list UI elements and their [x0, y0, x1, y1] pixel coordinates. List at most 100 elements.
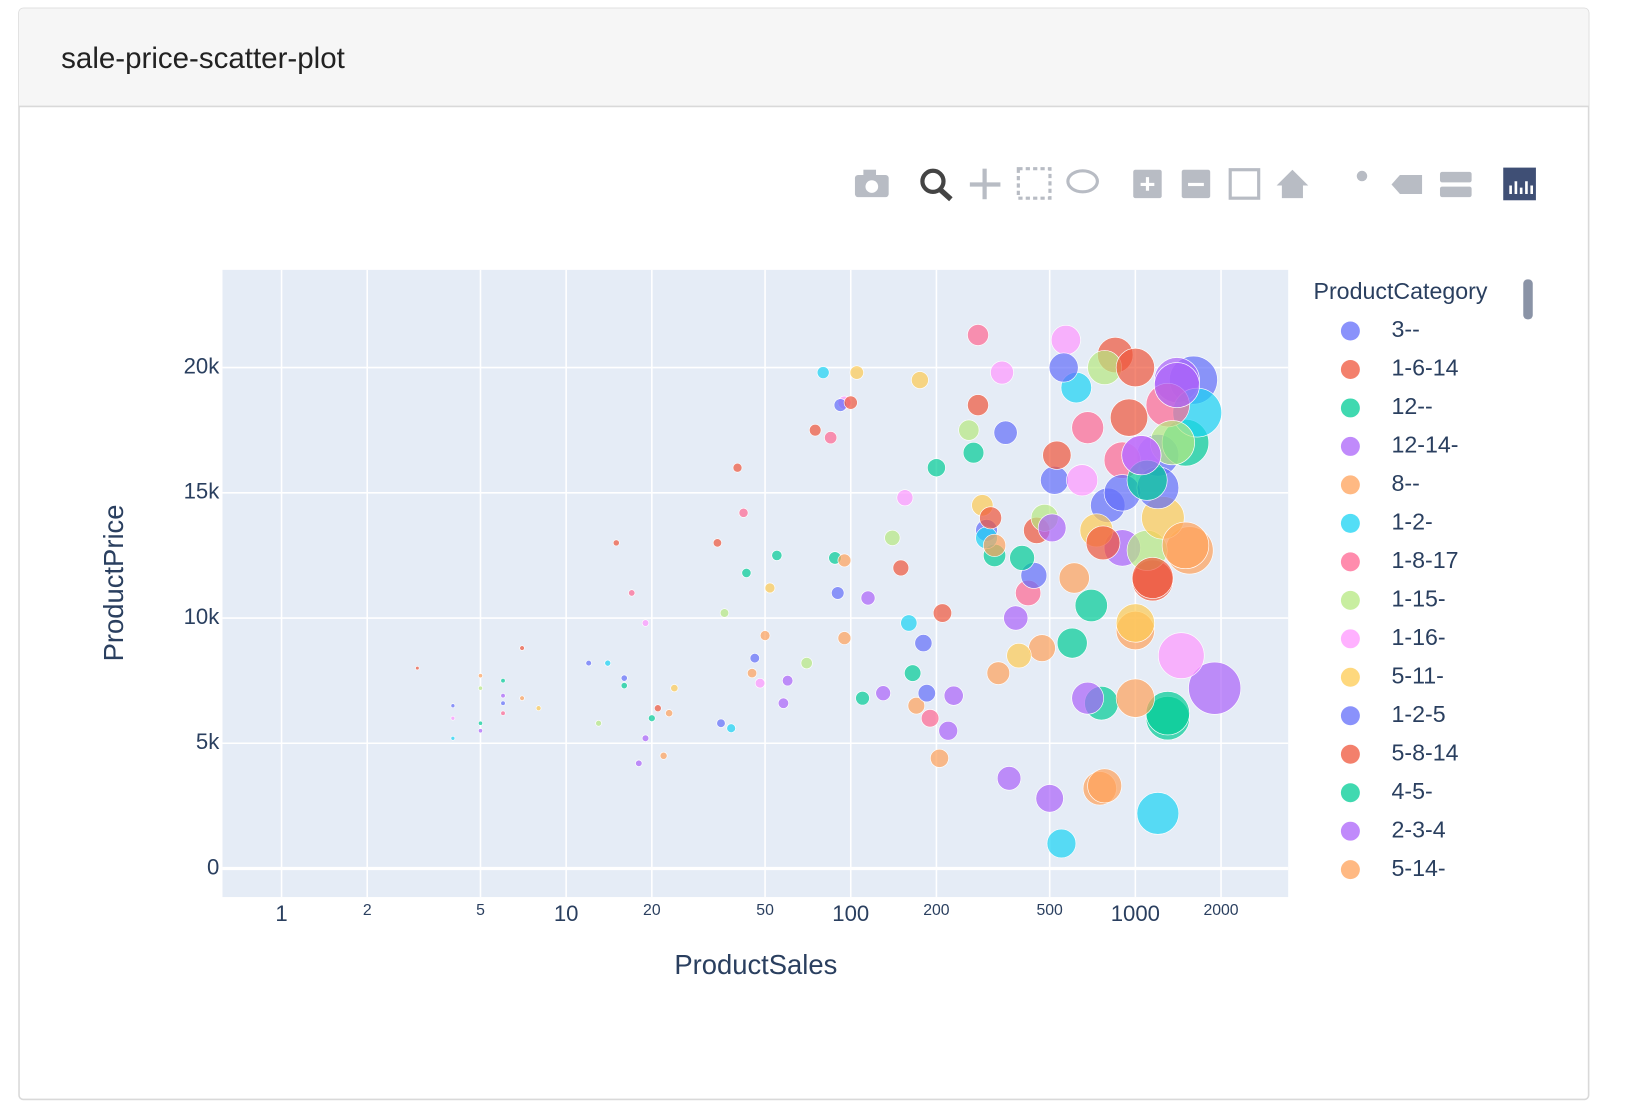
zoom-in-button[interactable]	[1133, 169, 1162, 199]
scatter-point	[927, 458, 946, 478]
scatter-point	[831, 586, 845, 600]
lasso-button[interactable]	[1066, 169, 1099, 194]
y-tick-label: 0	[207, 854, 219, 879]
scatter-point	[670, 684, 679, 693]
scatter-point	[1009, 545, 1035, 571]
legend-label: 1-16-	[1392, 624, 1446, 650]
scatter-point	[843, 395, 858, 410]
y-tick-label: 10k	[184, 604, 221, 629]
x-tick-label: 10	[554, 901, 579, 926]
scatter-point	[932, 603, 953, 623]
legend-marker	[1340, 629, 1360, 649]
autoscale-button[interactable]	[1228, 168, 1261, 200]
scatter-point	[759, 630, 771, 641]
legend-label: 5-11-	[1392, 662, 1444, 688]
y-axis-title: ProductPrice	[98, 505, 129, 662]
x-tick-label: 100	[832, 901, 869, 926]
scatter-point	[781, 674, 794, 687]
spike-button[interactable]	[1356, 170, 1368, 182]
scatter-point	[450, 715, 456, 721]
scatter-point	[855, 690, 870, 706]
x-tick-label: 5	[476, 902, 485, 919]
legend-marker	[1340, 783, 1360, 803]
scatter-point	[665, 709, 674, 718]
scatter-point	[990, 360, 1014, 385]
legend-marker	[1340, 513, 1360, 533]
legend-marker	[1340, 398, 1360, 418]
scatter-point	[1071, 681, 1104, 715]
scatter-point	[1109, 398, 1149, 437]
scatter-point	[986, 661, 1011, 685]
x-tick-label: 2000	[1203, 902, 1238, 919]
box-select-button[interactable]	[1016, 167, 1052, 200]
hover-closest-button[interactable]	[1391, 174, 1423, 194]
scatter-point	[809, 423, 822, 437]
scatter-point	[1115, 678, 1155, 718]
scatter-point	[1058, 562, 1090, 594]
scatter-point	[892, 559, 910, 577]
x-tick-label: 20	[643, 902, 661, 919]
scatter-point	[478, 720, 483, 726]
scatter-point	[837, 553, 852, 568]
legend-label: 5-8-14	[1392, 739, 1459, 765]
camera-button[interactable]	[854, 169, 889, 198]
scatter-point	[904, 664, 922, 682]
scatter-point	[500, 700, 506, 706]
zoom-button[interactable]	[920, 168, 953, 202]
scatter-point	[824, 431, 838, 445]
scatter-point	[979, 506, 1002, 530]
scatter-point	[585, 659, 592, 667]
scatter-point	[478, 728, 483, 734]
scatter-point	[519, 645, 525, 651]
scatter-point	[1154, 362, 1200, 408]
legend-label: 1-15-	[1392, 585, 1446, 611]
legend-label: 2-3-4	[1392, 816, 1446, 842]
hover-compare-button[interactable]	[1439, 171, 1472, 198]
scatter-point	[620, 674, 628, 682]
scatter-point	[595, 719, 602, 727]
scatter-point	[837, 631, 852, 645]
scatter-point	[604, 659, 612, 667]
scatter-point	[641, 619, 650, 627]
legend-marker	[1340, 590, 1360, 610]
scatter-point	[749, 653, 760, 664]
scatter-point	[415, 665, 420, 671]
x-tick-label: 500	[1036, 902, 1063, 919]
scatter-point	[654, 704, 662, 713]
scatter-point	[930, 748, 949, 768]
scatter-point	[907, 696, 926, 715]
scatter-point	[1040, 465, 1069, 495]
scatter-point	[648, 714, 656, 722]
scatter-point	[896, 489, 914, 507]
y-tick-label: 20k	[184, 353, 221, 378]
scatter-point	[1161, 521, 1210, 570]
x-axis-title: ProductSales	[674, 949, 837, 980]
scatter-point	[967, 324, 989, 346]
scatter-point	[800, 657, 813, 670]
scatter-point	[1066, 464, 1099, 497]
scatter-point	[1048, 352, 1079, 383]
zoom-out-button[interactable]	[1181, 169, 1211, 199]
scatter-point	[747, 668, 758, 679]
x-tick-label: 2	[363, 902, 372, 919]
scatter-point	[764, 582, 776, 594]
scatter-point	[635, 759, 643, 767]
plotly-logo[interactable]	[1503, 167, 1536, 201]
scatter-point	[1115, 603, 1155, 643]
scatter-point	[1087, 768, 1123, 804]
scatter-point	[478, 685, 483, 691]
card-title: sale-price-scatter-plot	[61, 42, 345, 75]
legend-scrollbar[interactable]	[1523, 279, 1533, 320]
pan-button[interactable]	[969, 168, 1001, 200]
legend-label: 3--	[1392, 316, 1420, 342]
scatter-point	[1003, 605, 1029, 631]
scatter-point	[716, 718, 726, 728]
scatter-point	[917, 684, 936, 703]
scatter-point	[712, 538, 722, 548]
scatter-point	[612, 539, 620, 547]
scatter-point	[738, 507, 749, 518]
reset-button[interactable]	[1276, 169, 1309, 199]
scatter-point	[1046, 828, 1077, 859]
scatter-point	[1115, 348, 1155, 388]
